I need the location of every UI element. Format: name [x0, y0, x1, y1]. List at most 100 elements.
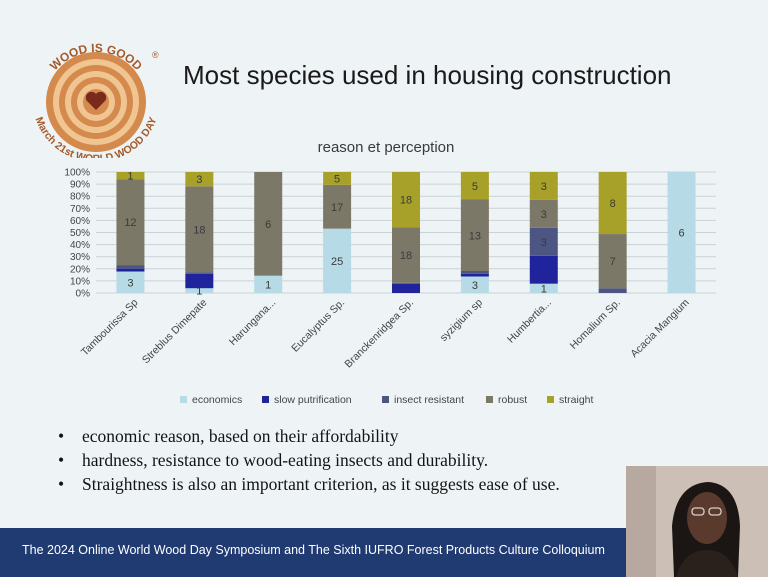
bar-segment	[323, 228, 352, 293]
bullet-item: economic reason, based on their affordab…	[58, 424, 638, 448]
y-tick-label: 50%	[70, 228, 90, 239]
legend-label: straight	[559, 394, 594, 406]
data-label: 6	[678, 228, 684, 240]
data-label: 18	[400, 195, 412, 207]
bar-segment	[254, 275, 283, 293]
y-tick-label: 60%	[70, 216, 90, 227]
bar-segment	[598, 288, 627, 293]
bar-segment	[323, 172, 352, 185]
data-label: 18	[400, 250, 412, 262]
y-tick-label: 30%	[70, 252, 90, 263]
bar-segment	[116, 179, 145, 266]
legend-label: slow putrification	[274, 394, 352, 406]
data-label: 13	[469, 230, 481, 242]
x-tick-label: Tambourissa Sp	[79, 297, 141, 359]
bar-segment	[185, 288, 214, 293]
data-label: 8	[610, 198, 616, 210]
bar-segment	[460, 172, 489, 200]
bar-segment	[185, 273, 214, 289]
bar-segment	[460, 271, 489, 274]
data-label: 3	[196, 174, 202, 186]
x-tick-label: Acacia Mangium	[628, 296, 692, 360]
data-label: 6	[265, 219, 271, 231]
y-tick-label: 20%	[70, 264, 90, 275]
bar-segment	[460, 276, 489, 293]
bar-segment	[529, 283, 558, 293]
bar-segment	[529, 227, 558, 256]
bar-segment	[529, 255, 558, 284]
data-label: 3	[541, 209, 547, 221]
data-label: 12	[124, 217, 136, 229]
data-label: 3	[472, 280, 478, 292]
bar-segment	[185, 186, 214, 273]
stacked-bar-chart: reason et perception 3121118316251751818…	[64, 139, 716, 406]
bar-segment	[392, 283, 420, 293]
x-tick-label: syzigium sp	[438, 297, 485, 344]
bullet-item: Straightness is also an important criter…	[58, 472, 638, 496]
bar-segment	[598, 172, 627, 235]
bar-segment	[392, 282, 420, 284]
y-tick-label: 70%	[70, 204, 90, 215]
bar-segment	[185, 172, 214, 187]
data-label: 1	[196, 286, 202, 298]
x-tick-label: Homalium Sp.	[568, 297, 623, 352]
bar-segment	[529, 199, 558, 228]
bullet-item: hardness, resistance to wood-eating inse…	[58, 448, 638, 472]
presenter-video-icon	[626, 466, 768, 577]
bar-segment	[254, 172, 283, 276]
data-label: 7	[610, 256, 616, 268]
bar-segment	[116, 265, 145, 269]
x-tick-label: Branckenridgea Sp.	[342, 297, 416, 371]
data-label: 17	[331, 202, 343, 214]
y-tick-label: 0%	[76, 289, 91, 300]
footer-text: The 2024 Online World Wood Day Symposium…	[22, 543, 605, 557]
data-label: 3	[541, 181, 547, 193]
data-label: 3	[127, 277, 133, 289]
data-label: 1	[127, 171, 133, 183]
y-tick-label: 40%	[70, 240, 90, 251]
data-label: 5	[472, 181, 478, 193]
bar-segment	[667, 172, 696, 293]
webcam-video	[626, 466, 768, 577]
slide-title: Most species used in housing constructio…	[183, 60, 672, 90]
registered-mark: ®	[152, 50, 159, 60]
bar-segment	[392, 172, 420, 228]
bar-segment	[598, 234, 627, 289]
wood-is-good-logo: WOOD IS GOOD ® March 21st WORLD WOOD DAY	[33, 41, 160, 158]
y-tick-label: 80%	[70, 192, 90, 203]
x-tick-label: Humbertia...	[505, 297, 554, 346]
legend-swatch	[547, 396, 554, 403]
legend-swatch	[262, 396, 269, 403]
heart-icon	[85, 91, 107, 110]
bar-segment	[116, 268, 145, 272]
legend-label: robust	[498, 394, 527, 406]
y-tick-label: 90%	[70, 180, 90, 191]
data-label: 1	[541, 283, 547, 295]
legend-swatch	[382, 396, 389, 403]
x-tick-label: Harungana...	[227, 297, 278, 348]
bar-segment	[460, 273, 489, 277]
data-label: 3	[541, 237, 547, 249]
legend-label: economics	[192, 394, 242, 406]
bar-segment	[460, 199, 489, 271]
y-tick-label: 100%	[64, 168, 90, 179]
chart-title: reason et perception	[318, 139, 455, 156]
bullet-list: economic reason, based on their affordab…	[58, 424, 638, 496]
data-label: 25	[331, 256, 343, 268]
bar-segment	[529, 172, 558, 200]
bar-segment	[116, 271, 145, 293]
data-label: 18	[193, 224, 205, 236]
data-label: 1	[265, 279, 271, 291]
legend-label: insect resistant	[394, 394, 464, 406]
data-label: 5	[334, 173, 340, 185]
x-tick-label: Eucalyptus Sp.	[289, 297, 347, 355]
bar-segment	[185, 272, 214, 274]
legend-swatch	[486, 396, 493, 403]
bar-segment	[392, 227, 420, 283]
chart-container: reason et perception 3 12 1 1 18 3 1 6 25 17 5 18 18…	[0, 130, 768, 420]
bar-segment	[116, 172, 145, 180]
bar-segment	[323, 184, 352, 229]
y-tick-label: 10%	[70, 276, 90, 287]
legend-swatch	[180, 396, 187, 403]
